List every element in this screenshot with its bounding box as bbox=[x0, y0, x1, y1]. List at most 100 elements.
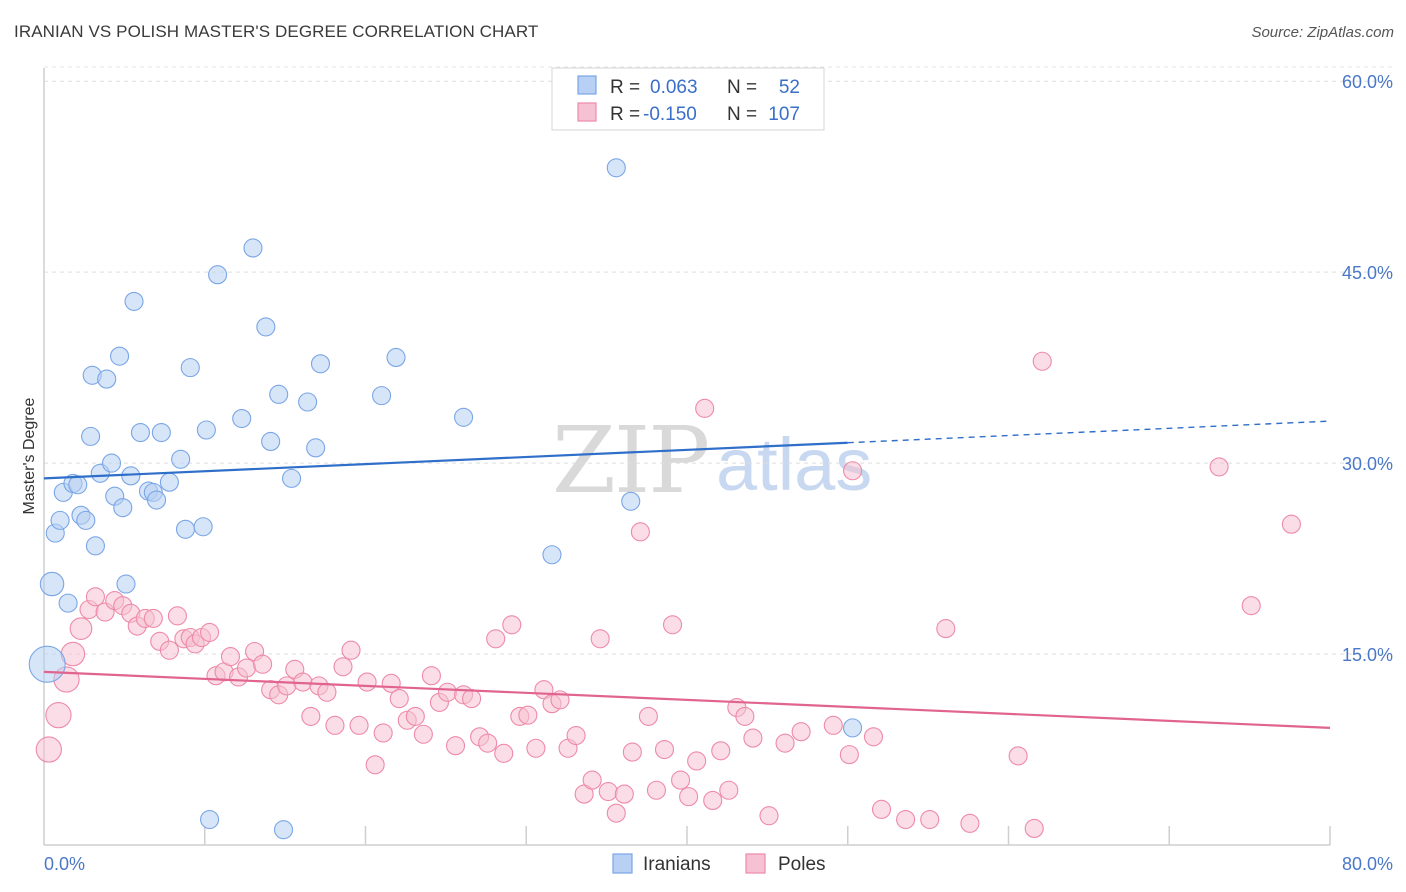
x-axis-ticks bbox=[204, 826, 1331, 845]
bottom-legend-swatch-iranians bbox=[612, 853, 633, 874]
iranians-point-25 bbox=[146, 490, 167, 510]
bottom-legend-label-poles: Poles bbox=[778, 854, 826, 875]
poles-point-16 bbox=[167, 606, 187, 626]
iranians-point-26 bbox=[151, 422, 171, 443]
iranians-point-15 bbox=[101, 453, 122, 473]
poles-point-96 bbox=[863, 727, 884, 747]
poles-point-58 bbox=[494, 743, 514, 763]
legend-swatch-iranians bbox=[577, 75, 597, 95]
x-tick-label-80: 80.0% bbox=[1342, 854, 1393, 874]
poles-point-40 bbox=[349, 715, 369, 735]
poles-point-88 bbox=[735, 706, 755, 726]
trend-lines bbox=[43, 420, 1331, 729]
poles-point-6 bbox=[85, 587, 105, 607]
iranians-trend-extension bbox=[847, 420, 1331, 444]
iranians-point-17 bbox=[110, 346, 130, 366]
iranians-point-3 bbox=[50, 510, 70, 530]
poles-point-28 bbox=[253, 654, 273, 674]
poles-point-1 bbox=[45, 702, 72, 729]
iranians-point-9 bbox=[76, 510, 96, 530]
poles-point-43 bbox=[373, 723, 393, 743]
iranians-point-42 bbox=[298, 392, 318, 412]
iranians-point-37 bbox=[256, 317, 276, 337]
poles-point-31 bbox=[277, 676, 297, 696]
y-tick-label-15: 15.0% bbox=[1342, 645, 1393, 665]
poles-point-47 bbox=[405, 706, 425, 726]
poles-point-98 bbox=[896, 809, 916, 830]
poles-point-48 bbox=[413, 724, 433, 744]
iranians-point-49 bbox=[606, 158, 626, 178]
poles-point-107 bbox=[1281, 514, 1301, 534]
poles-point-83 bbox=[695, 398, 715, 418]
poles-point-85 bbox=[711, 741, 731, 761]
bottom-legend-swatch-poles bbox=[745, 853, 766, 874]
legend-r-label-iranians: R = bbox=[610, 77, 640, 98]
iranians-trend-line bbox=[43, 441, 848, 480]
iranians-point-18 bbox=[113, 498, 133, 518]
iranians-point-51 bbox=[843, 718, 863, 738]
poles-point-79 bbox=[662, 615, 683, 635]
poles-point-89 bbox=[743, 728, 763, 748]
poles-point-52 bbox=[445, 736, 466, 756]
poles-point-92 bbox=[791, 722, 811, 742]
poles-point-34 bbox=[301, 706, 321, 726]
poles-point-39 bbox=[341, 640, 361, 660]
iranians-point-19 bbox=[116, 574, 136, 594]
y-tick-label-30: 30.0% bbox=[1342, 454, 1393, 474]
poles-point-100 bbox=[936, 619, 956, 639]
legend-n-value-poles: 107 bbox=[768, 104, 800, 125]
poles-point-78 bbox=[654, 739, 675, 760]
iranians-point-29 bbox=[175, 519, 196, 539]
source-label: Source: ZipAtlas.com bbox=[1251, 24, 1394, 41]
chart-title: IRANIAN VS POLISH MASTER'S DEGREE CORREL… bbox=[14, 22, 539, 41]
gridlines bbox=[44, 66, 1392, 655]
poles-point-67 bbox=[566, 725, 586, 746]
legend-swatch-poles bbox=[577, 102, 597, 122]
iranians-point-43 bbox=[306, 438, 326, 458]
poles-point-91 bbox=[775, 733, 795, 753]
poles-point-21 bbox=[200, 622, 220, 642]
poles-point-74 bbox=[622, 742, 642, 762]
iranians-point-0 bbox=[28, 645, 66, 683]
iranians-point-14 bbox=[97, 369, 117, 389]
poles-point-104 bbox=[1032, 351, 1052, 371]
poles-point-51 bbox=[437, 682, 458, 702]
poles-point-41 bbox=[357, 672, 377, 692]
poles-point-57 bbox=[486, 629, 506, 649]
iranians-point-38 bbox=[261, 431, 281, 452]
iranians-point-40 bbox=[273, 820, 294, 840]
poles-point-37 bbox=[325, 715, 345, 735]
poles-point-105 bbox=[1209, 457, 1229, 477]
y-axis-title: Master's Degree bbox=[21, 397, 38, 514]
iranians-point-45 bbox=[372, 386, 392, 406]
poles-point-0 bbox=[35, 736, 62, 763]
poles-point-72 bbox=[606, 803, 626, 823]
iranians-point-5 bbox=[58, 593, 78, 613]
poles-point-102 bbox=[1008, 746, 1028, 766]
poles-point-99 bbox=[920, 809, 940, 830]
poles-point-94 bbox=[839, 745, 859, 765]
poles-point-62 bbox=[526, 738, 546, 758]
iranians-point-30 bbox=[180, 358, 200, 378]
poles-point-95 bbox=[843, 461, 863, 481]
poles-point-97 bbox=[871, 799, 892, 819]
poles-point-49 bbox=[421, 666, 441, 686]
poles-point-54 bbox=[462, 689, 482, 709]
iranians-point-1 bbox=[39, 571, 65, 597]
poles-point-106 bbox=[1241, 596, 1261, 616]
poles-point-84 bbox=[703, 790, 723, 810]
y-tick-label-60: 60.0% bbox=[1342, 72, 1393, 92]
y-tick-label-45: 45.0% bbox=[1342, 263, 1393, 283]
poles-point-4 bbox=[69, 617, 93, 640]
poles-point-75 bbox=[630, 522, 650, 542]
poles-point-70 bbox=[590, 629, 610, 649]
legend-r-value-iranians: 0.063 bbox=[650, 77, 698, 98]
poles-point-71 bbox=[598, 781, 618, 802]
legend-n-label-iranians: N = bbox=[727, 77, 757, 98]
poles-point-80 bbox=[671, 770, 691, 790]
legend-box bbox=[551, 67, 825, 131]
legend-r-value-poles: -0.150 bbox=[643, 104, 697, 125]
iranians-point-41 bbox=[282, 468, 302, 488]
poles-point-69 bbox=[582, 770, 602, 790]
